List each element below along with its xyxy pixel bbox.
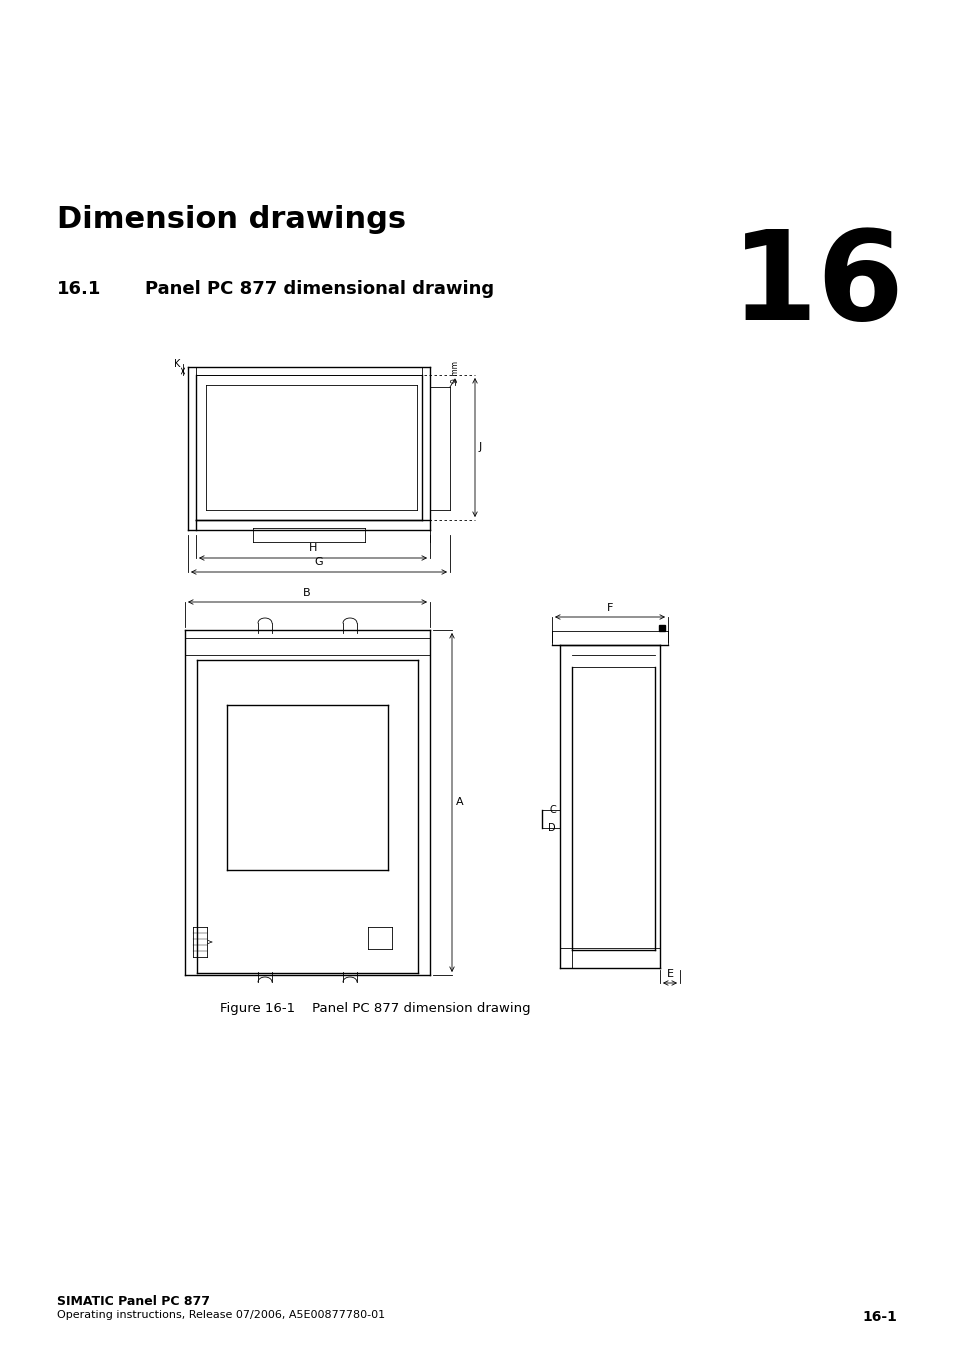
Text: J: J [478, 442, 482, 453]
Text: C: C [549, 805, 556, 815]
Text: Panel PC 877 dimensional drawing: Panel PC 877 dimensional drawing [145, 280, 494, 299]
Text: 16-1: 16-1 [862, 1310, 896, 1324]
Text: 9 mm: 9 mm [451, 361, 460, 382]
Text: SIMATIC Panel PC 877: SIMATIC Panel PC 877 [57, 1296, 210, 1308]
Text: K: K [173, 359, 180, 369]
Text: E: E [666, 969, 673, 979]
Text: 16: 16 [730, 226, 904, 346]
Text: A: A [456, 797, 463, 807]
Text: Operating instructions, Release 07/2006, A5E00877780-01: Operating instructions, Release 07/2006,… [57, 1310, 385, 1320]
Text: B: B [303, 588, 311, 598]
Polygon shape [659, 626, 664, 631]
Text: Figure 16-1    Panel PC 877 dimension drawing: Figure 16-1 Panel PC 877 dimension drawi… [220, 1002, 530, 1015]
Text: G: G [314, 557, 323, 567]
Text: D: D [548, 823, 556, 834]
Text: F: F [606, 603, 613, 613]
Text: H: H [309, 543, 316, 553]
Text: 16.1: 16.1 [57, 280, 101, 299]
Text: Dimension drawings: Dimension drawings [57, 205, 406, 234]
